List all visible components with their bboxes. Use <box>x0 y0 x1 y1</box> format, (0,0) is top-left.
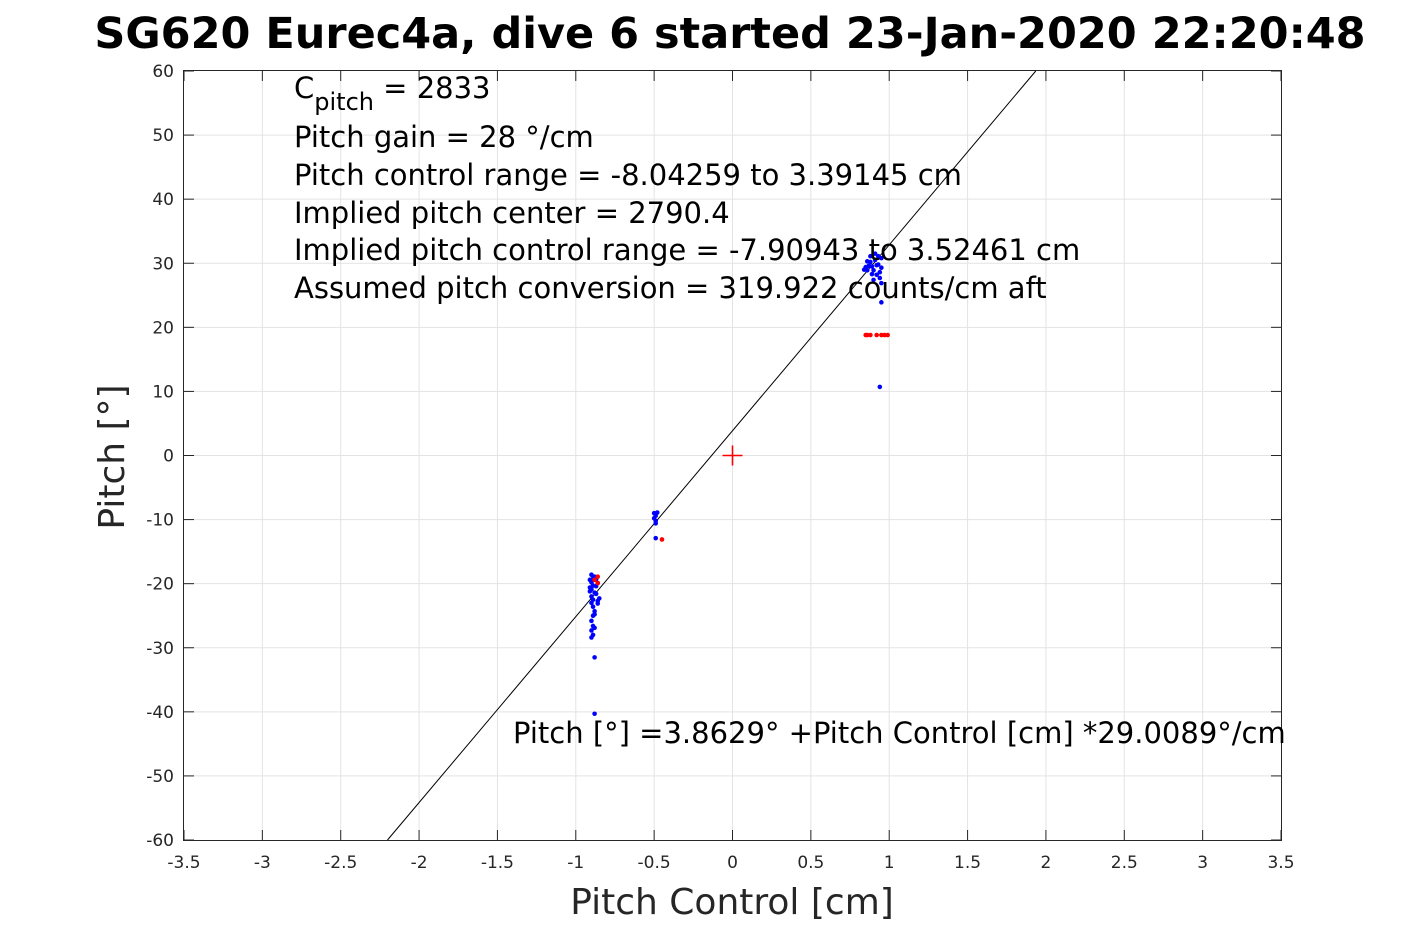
red-data-point <box>868 332 873 338</box>
x-tick-label: -3 <box>254 853 271 873</box>
x-tick-label: 1.5 <box>954 853 981 873</box>
implied-pitch-control-range-annotation: Implied pitch control range = -7.90943 t… <box>294 233 1080 267</box>
blue-data-point <box>872 257 878 263</box>
pitch-gain-annotation: Pitch gain = 28 °/cm <box>294 120 594 154</box>
x-tick-label: -3.5 <box>167 853 200 873</box>
blue-data-point <box>653 521 659 526</box>
y-tick-label: 30 <box>152 254 174 274</box>
c-pitch-subscript: pitch <box>314 88 374 116</box>
y-tick-label: -30 <box>146 639 174 659</box>
blue-data-point <box>592 608 597 614</box>
x-tick-label: 0.5 <box>797 853 824 873</box>
x-axis-label: Pitch Control [cm] <box>570 882 894 923</box>
blue-data-point <box>868 253 873 259</box>
y-tick-label: 10 <box>152 382 174 402</box>
red-data-point <box>592 577 597 583</box>
x-tick-label: 3 <box>1197 853 1208 873</box>
blue-data-point <box>592 711 597 717</box>
y-tick-label: -50 <box>146 767 174 787</box>
c-pitch-prefix: C <box>294 71 314 105</box>
pitch-conversion-annotation: Assumed pitch conversion = 319.922 count… <box>294 271 1047 305</box>
blue-data-point <box>653 535 659 541</box>
y-tick-label: -40 <box>146 703 174 723</box>
blue-data-point <box>589 600 594 606</box>
y-axis-label: Pitch [°] <box>92 384 133 529</box>
y-tick-label: 60 <box>152 62 174 82</box>
blue-data-point <box>589 618 594 624</box>
blue-data-point <box>879 300 884 305</box>
blue-data-point <box>587 589 593 594</box>
fit-line <box>387 70 1037 841</box>
blue-data-point <box>864 259 870 264</box>
x-tick-label: -2.5 <box>324 853 357 873</box>
blue-data-point <box>592 655 597 660</box>
blue-data-point <box>871 267 876 273</box>
red-data-point <box>885 332 890 338</box>
x-tick-label: -2 <box>411 853 428 873</box>
pitch-control-range-annotation: Pitch control range = -8.04259 to 3.3914… <box>294 158 962 192</box>
y-tick-label: 20 <box>152 318 174 338</box>
x-tick-label: -0.5 <box>638 853 671 873</box>
axis-ticks: -3.5 -3 -2.5 -2 -1.5 -1 -0.5 0 0.5 1 1.5 2 2.5 3 3.5 -6… <box>146 62 1294 873</box>
blue-data-point <box>587 577 593 583</box>
blue-data-point <box>590 604 596 610</box>
y-tick-label: 50 <box>152 126 174 146</box>
x-tick-label: 0 <box>727 853 738 873</box>
blue-data-point <box>874 272 879 278</box>
chart-title: SG620 Eurec4a, dive 6 started 23-Jan-202… <box>94 9 1365 59</box>
scatter-points <box>587 251 890 717</box>
blue-data-point <box>877 269 883 275</box>
blue-data-point <box>869 264 875 269</box>
annotation-block: Cpitch = 2833 Pitch gain = 28 °/cm Pitch… <box>294 71 1286 750</box>
red-data-point <box>595 574 601 579</box>
blue-data-point <box>879 255 884 261</box>
y-tick-label: -10 <box>146 511 174 531</box>
x-tick-label: 3.5 <box>1267 853 1294 873</box>
c-pitch-value: = 2833 <box>374 71 491 105</box>
blue-data-point <box>877 384 883 390</box>
blue-data-point <box>879 265 884 271</box>
x-tick-label: 2.5 <box>1111 853 1138 873</box>
x-tick-label: -1.5 <box>481 853 514 873</box>
blue-data-point <box>864 267 870 273</box>
fit-line-group <box>387 70 1037 841</box>
blue-data-point <box>593 591 599 597</box>
blue-data-point <box>877 275 883 281</box>
red-data-point <box>659 537 665 542</box>
blue-data-point <box>587 585 593 590</box>
blue-data-point <box>869 271 875 277</box>
implied-pitch-center-annotation: Implied pitch center = 2790.4 <box>294 196 730 230</box>
blue-data-point <box>596 596 602 601</box>
blue-data-point <box>872 251 878 256</box>
y-tick-label: 40 <box>152 190 174 210</box>
y-tick-label: -20 <box>146 575 174 595</box>
blue-data-point <box>871 277 876 283</box>
y-tick-label: -60 <box>146 831 174 851</box>
center-marker-group <box>722 445 743 466</box>
fit-equation-annotation: Pitch [°] =3.8629° +Pitch Control [cm] *… <box>513 716 1286 750</box>
grid-lines <box>184 71 1281 840</box>
blue-data-point <box>592 612 597 617</box>
x-tick-label: -1 <box>567 853 584 873</box>
blue-data-point <box>879 280 884 286</box>
c-pitch-annotation: Cpitch = 2833 <box>294 71 491 116</box>
y-tick-label: 0 <box>163 447 174 467</box>
red-data-point <box>874 332 879 338</box>
blue-data-point <box>589 635 594 640</box>
blue-data-point <box>595 601 601 606</box>
blue-data-point <box>654 510 660 515</box>
red-data-point <box>595 580 601 586</box>
blue-data-point <box>589 628 594 633</box>
blue-data-point <box>875 262 881 267</box>
blue-data-point <box>592 625 597 631</box>
x-tick-label: 2 <box>1041 853 1052 873</box>
x-tick-label: 1 <box>884 853 895 873</box>
axes-frame <box>183 70 1282 841</box>
